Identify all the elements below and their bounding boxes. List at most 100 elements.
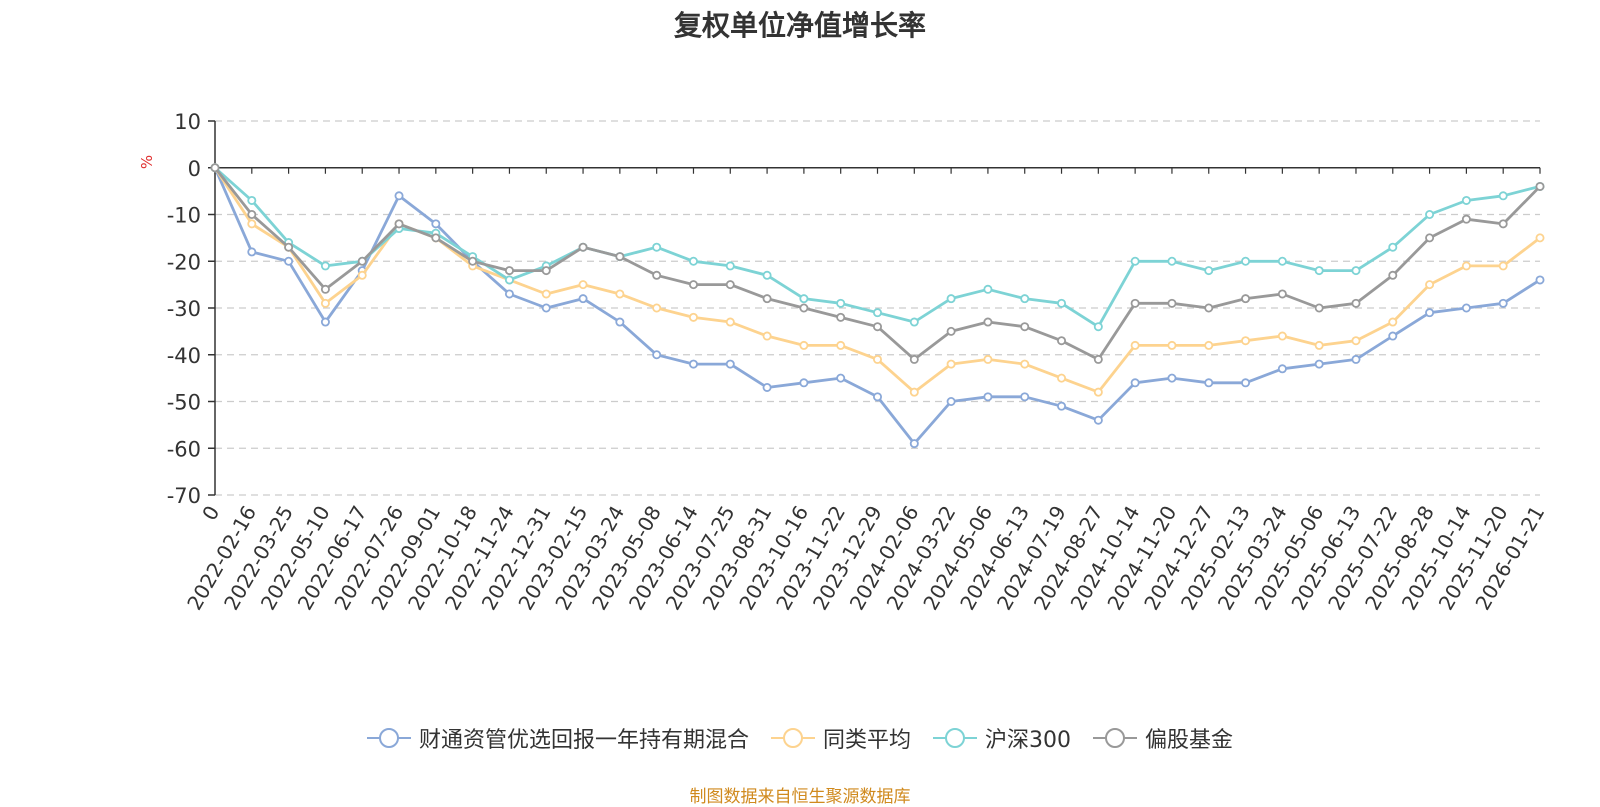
data-point[interactable]: [247, 247, 257, 257]
data-point[interactable]: [1277, 331, 1287, 341]
data-point[interactable]: [1204, 378, 1214, 388]
data-point[interactable]: [1388, 270, 1398, 280]
data-point[interactable]: [909, 354, 919, 364]
data-point[interactable]: [688, 256, 698, 266]
data-point[interactable]: [909, 439, 919, 449]
legend-item-1[interactable]: 同类平均: [770, 722, 911, 754]
data-point[interactable]: [431, 233, 441, 243]
data-point[interactable]: [836, 373, 846, 383]
data-point[interactable]: [1020, 392, 1030, 402]
data-point[interactable]: [541, 303, 551, 313]
data-point[interactable]: [1130, 256, 1140, 266]
data-point[interactable]: [1351, 336, 1361, 346]
data-point[interactable]: [320, 284, 330, 294]
data-point[interactable]: [1204, 266, 1214, 276]
data-point[interactable]: [873, 392, 883, 402]
data-point[interactable]: [431, 219, 441, 229]
data-point[interactable]: [615, 317, 625, 327]
data-point[interactable]: [1204, 340, 1214, 350]
data-point[interactable]: [1314, 303, 1324, 313]
data-point[interactable]: [873, 354, 883, 364]
data-point[interactable]: [357, 256, 367, 266]
data-point[interactable]: [762, 270, 772, 280]
data-point[interactable]: [1425, 233, 1435, 243]
data-point[interactable]: [1167, 298, 1177, 308]
data-point[interactable]: [762, 331, 772, 341]
data-point[interactable]: [541, 266, 551, 276]
data-point[interactable]: [1314, 266, 1324, 276]
data-point[interactable]: [946, 396, 956, 406]
data-point[interactable]: [688, 312, 698, 322]
data-point[interactable]: [1241, 378, 1251, 388]
data-point[interactable]: [394, 219, 404, 229]
data-point[interactable]: [873, 322, 883, 332]
data-point[interactable]: [615, 289, 625, 299]
data-point[interactable]: [247, 219, 257, 229]
data-point[interactable]: [578, 294, 588, 304]
data-point[interactable]: [1167, 256, 1177, 266]
data-point[interactable]: [1130, 298, 1140, 308]
data-point[interactable]: [725, 317, 735, 327]
data-point[interactable]: [1498, 191, 1508, 201]
legend-item-2[interactable]: 沪深300: [933, 722, 1071, 754]
data-point[interactable]: [799, 294, 809, 304]
data-point[interactable]: [1057, 336, 1067, 346]
data-point[interactable]: [836, 340, 846, 350]
data-point[interactable]: [1057, 373, 1067, 383]
data-point[interactable]: [320, 317, 330, 327]
data-point[interactable]: [1351, 298, 1361, 308]
data-point[interactable]: [762, 294, 772, 304]
data-point[interactable]: [1498, 261, 1508, 271]
data-point[interactable]: [468, 256, 478, 266]
data-point[interactable]: [1461, 261, 1471, 271]
legend-item-3[interactable]: 偏股基金: [1093, 722, 1233, 754]
data-point[interactable]: [1388, 317, 1398, 327]
data-point[interactable]: [320, 261, 330, 271]
data-point[interactable]: [1130, 340, 1140, 350]
data-point[interactable]: [1277, 256, 1287, 266]
data-point[interactable]: [1093, 387, 1103, 397]
data-point[interactable]: [1461, 214, 1471, 224]
data-point[interactable]: [1167, 373, 1177, 383]
data-point[interactable]: [983, 284, 993, 294]
data-point[interactable]: [284, 242, 294, 252]
data-point[interactable]: [1093, 354, 1103, 364]
data-point[interactable]: [1461, 195, 1471, 205]
data-point[interactable]: [799, 303, 809, 313]
data-point[interactable]: [688, 280, 698, 290]
data-point[interactable]: [688, 359, 698, 369]
data-point[interactable]: [1241, 294, 1251, 304]
data-point[interactable]: [1388, 242, 1398, 252]
data-point[interactable]: [1535, 233, 1545, 243]
legend-item-0[interactable]: 财通资管优选回报一年持有期混合: [366, 722, 749, 754]
data-point[interactable]: [1314, 340, 1324, 350]
data-point[interactable]: [983, 354, 993, 364]
data-point[interactable]: [652, 350, 662, 360]
data-point[interactable]: [1498, 219, 1508, 229]
data-point[interactable]: [799, 378, 809, 388]
data-point[interactable]: [284, 256, 294, 266]
data-point[interactable]: [1535, 181, 1545, 191]
data-point[interactable]: [1020, 294, 1030, 304]
data-point[interactable]: [1351, 354, 1361, 364]
data-point[interactable]: [983, 392, 993, 402]
data-point[interactable]: [1277, 364, 1287, 374]
data-point[interactable]: [320, 298, 330, 308]
data-point[interactable]: [652, 242, 662, 252]
data-point[interactable]: [210, 163, 220, 173]
data-point[interactable]: [836, 298, 846, 308]
data-point[interactable]: [1020, 322, 1030, 332]
data-point[interactable]: [1425, 280, 1435, 290]
data-point[interactable]: [541, 289, 551, 299]
data-point[interactable]: [1167, 340, 1177, 350]
data-point[interactable]: [799, 340, 809, 350]
data-point[interactable]: [946, 359, 956, 369]
data-point[interactable]: [1241, 336, 1251, 346]
data-point[interactable]: [1241, 256, 1251, 266]
data-point[interactable]: [1425, 308, 1435, 318]
data-point[interactable]: [1093, 415, 1103, 425]
data-point[interactable]: [1093, 322, 1103, 332]
data-point[interactable]: [983, 317, 993, 327]
data-point[interactable]: [247, 209, 257, 219]
data-point[interactable]: [578, 242, 588, 252]
